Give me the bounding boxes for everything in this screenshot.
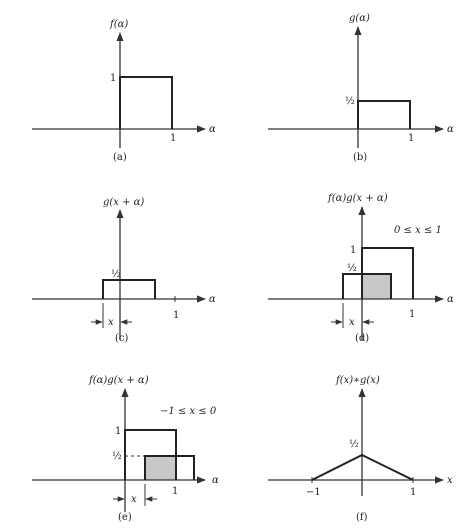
y-axis-label: f(α)g(x + α) xyxy=(88,375,149,386)
y-axis-label: f(x)∗g(x) xyxy=(335,375,380,386)
x-axis-label: α xyxy=(209,294,216,305)
overlap-shaded-area xyxy=(362,274,391,299)
x-range-label: −1 ≤ x ≤ 0 xyxy=(160,406,217,417)
shifted-rect-pulse-g xyxy=(144,455,195,480)
shift-label: x xyxy=(349,317,355,328)
x-axis-label: x xyxy=(447,475,453,486)
x-axis-label: α xyxy=(212,475,219,486)
y-axis-label: g(x + α) xyxy=(103,197,144,208)
panel-f: f(x)∗g(x) ½ −1 1 x (f) xyxy=(268,375,453,523)
panel-caption: (f) xyxy=(356,512,368,523)
panel-d: f(α)g(x + α) 0 ≤ x ≤ 1 1 ½ 1 α x (d) xyxy=(268,193,454,344)
y-axis-label: f(α) xyxy=(109,19,128,30)
x-axis-label: α xyxy=(209,124,216,135)
panel-caption: (d) xyxy=(355,333,369,344)
y-tick-label-half: ½ xyxy=(347,263,357,274)
panel-b: g(α) ½ 1 α (b) xyxy=(268,13,454,163)
shift-label: x xyxy=(131,494,137,505)
y-axis-label: f(α)g(x + α) xyxy=(327,193,388,204)
y-tick-label-1: 1 xyxy=(115,426,121,437)
y-tick-label-half: ½ xyxy=(112,451,122,462)
y-tick-label: ½ xyxy=(345,96,355,107)
panel-c: g(x + α) ½ 1 α x (c) xyxy=(32,197,216,344)
y-tick-label: ½ xyxy=(349,439,359,450)
panel-caption: (b) xyxy=(353,152,367,163)
y-tick-label-1: 1 xyxy=(350,245,356,256)
panel-caption: (c) xyxy=(115,333,129,344)
y-tick-label: 1 xyxy=(110,73,116,84)
panel-e: f(α)g(x + α) −1 ≤ x ≤ 0 1 ½ 1 α x (e) xyxy=(32,375,219,523)
panel-caption: (e) xyxy=(118,512,132,523)
x-tick-label: 1 xyxy=(172,486,178,497)
y-axis-label: g(α) xyxy=(349,13,370,24)
x-axis-label: α xyxy=(447,124,454,135)
shift-label: x xyxy=(108,317,114,328)
shifted-rect-pulse xyxy=(102,279,156,299)
x-tick-label: 1 xyxy=(408,133,414,144)
x-tick-label: 1 xyxy=(173,310,179,321)
rect-pulse xyxy=(357,100,411,129)
x-range-label: 0 ≤ x ≤ 1 xyxy=(394,225,442,236)
x-tick-label: 1 xyxy=(409,309,415,320)
x-tick-label: 1 xyxy=(170,133,176,144)
x-axis-label: α xyxy=(447,294,454,305)
x-tick-label-pos: 1 xyxy=(410,487,416,498)
shifted-rect-pulse-g xyxy=(342,273,392,299)
rect-pulse xyxy=(119,76,173,129)
y-tick-label: ½ xyxy=(111,269,121,280)
triangle-result xyxy=(311,453,414,481)
x-tick-label-neg: −1 xyxy=(306,487,321,498)
panel-caption: (a) xyxy=(113,152,127,163)
panel-a: f(α) 1 1 α (a) xyxy=(32,19,216,163)
overlap-shaded-area xyxy=(145,456,176,480)
